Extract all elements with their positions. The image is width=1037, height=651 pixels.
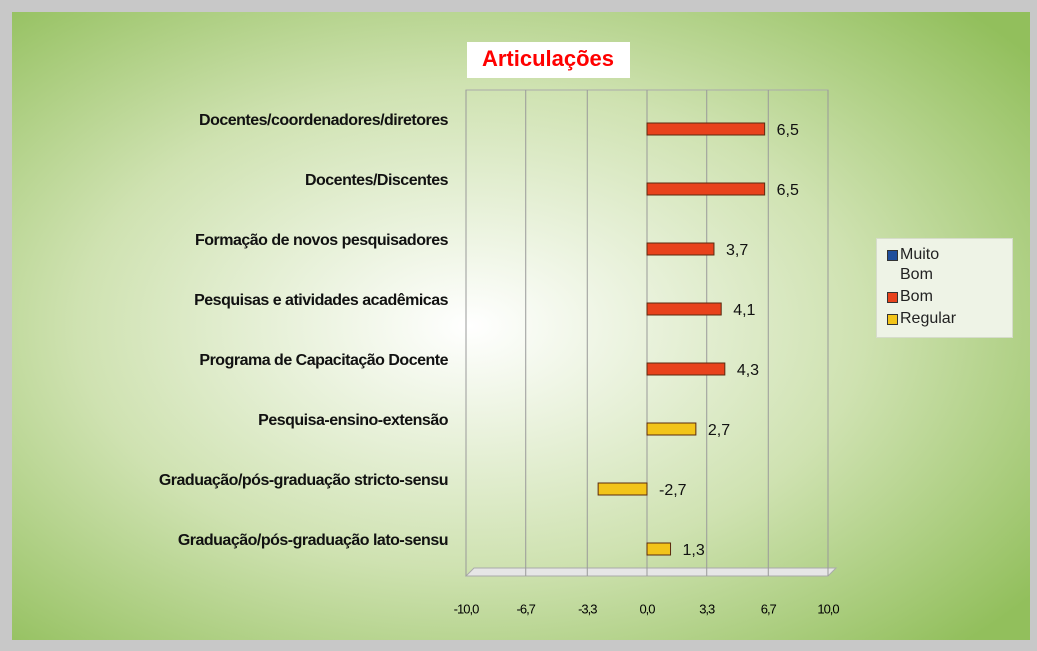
legend-label: Muito Bom — [900, 246, 940, 283]
x-tick-label: 6,7 — [761, 601, 777, 616]
y-tick-label: Pesquisa-ensino-extensão — [258, 412, 449, 429]
y-tick-label: Graduação/pós-graduação stricto-sensu — [159, 472, 448, 489]
legend-swatch — [887, 314, 898, 325]
value-label: 4,1 — [733, 302, 755, 319]
bar — [646, 422, 697, 436]
x-tick-label: -3,3 — [578, 601, 597, 616]
x-tick-label: -6,7 — [517, 601, 536, 616]
floor — [464, 567, 838, 577]
value-label: 1,3 — [683, 542, 705, 559]
value-label: 4,3 — [737, 362, 759, 379]
background — [12, 12, 1030, 640]
legend-label: Bom — [900, 288, 933, 305]
bar — [646, 122, 766, 136]
bar — [646, 542, 672, 556]
bar — [646, 362, 726, 376]
x-tick-label: 10,0 — [817, 601, 839, 616]
bar — [646, 182, 766, 196]
y-tick-label: Formação de novos pesquisadores — [195, 232, 449, 249]
bar — [646, 242, 715, 256]
value-label: 6,5 — [777, 182, 799, 199]
y-tick-label: Pesquisas e atividades acadêmicas — [194, 292, 448, 309]
value-label: 3,7 — [726, 242, 748, 259]
x-tick-label: 3,3 — [699, 601, 715, 616]
value-label: 2,7 — [708, 422, 730, 439]
y-tick-label: Docentes/Discentes — [305, 172, 449, 189]
legend: Muito Bom Bom Regular — [876, 238, 1013, 338]
y-tick-label: Graduação/pós-graduação lato-sensu — [178, 532, 448, 549]
y-tick-label: Programa de Capacitação Docente — [199, 352, 448, 369]
value-label: 6,5 — [777, 122, 799, 139]
legend-item: Regular — [887, 309, 1012, 329]
legend-item: Muito Bom — [887, 245, 1012, 285]
title-box — [467, 42, 630, 78]
bar — [597, 482, 648, 496]
x-tick-label: -10,0 — [454, 601, 479, 616]
value-label: -2,7 — [659, 482, 687, 499]
legend-swatch — [887, 292, 898, 303]
legend-swatch — [887, 250, 898, 261]
chart-title: Articulações — [482, 46, 614, 71]
y-tick-label: Docentes/coordenadores/diretores — [199, 112, 449, 129]
legend-label: Regular — [900, 310, 957, 327]
bar — [646, 302, 722, 316]
legend-item: Bom — [887, 287, 1012, 307]
x-tick-label: 0,0 — [639, 601, 655, 616]
